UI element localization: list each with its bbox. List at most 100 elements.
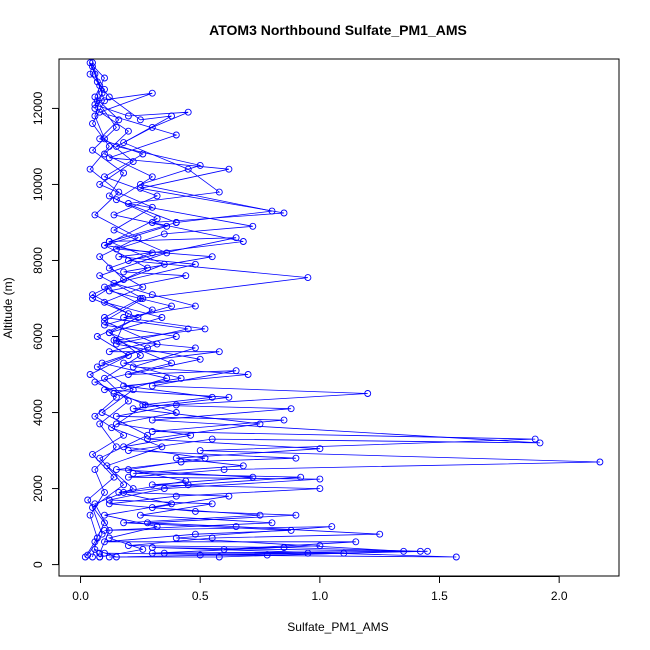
data-point xyxy=(177,374,185,382)
data-point xyxy=(148,549,156,557)
y-axis: 0 2000 4000 6000 8000 10000 12000 xyxy=(31,91,59,568)
data-point xyxy=(136,180,144,188)
data-point xyxy=(96,553,104,561)
data-point xyxy=(91,70,99,78)
data-point xyxy=(103,462,111,470)
data-point xyxy=(376,530,384,538)
data-point xyxy=(134,314,142,321)
data-point xyxy=(120,481,128,489)
data-point xyxy=(101,298,108,306)
data-point xyxy=(129,363,137,371)
data-point xyxy=(91,538,99,546)
data-point xyxy=(144,264,151,272)
data-point xyxy=(112,393,120,401)
data-point xyxy=(531,435,539,443)
data-point xyxy=(163,222,171,230)
data-point xyxy=(136,184,144,192)
data-point xyxy=(136,352,144,359)
data-point xyxy=(144,431,151,439)
data-point xyxy=(158,443,166,451)
data-point xyxy=(208,393,216,401)
data-point xyxy=(249,473,257,481)
data-point xyxy=(105,496,113,504)
data-point xyxy=(196,161,204,169)
data-point xyxy=(124,352,132,359)
data-point xyxy=(89,553,96,561)
x-axis-label: Sulfate_PM1_AMS xyxy=(287,620,388,634)
x-tick-label: 0.5 xyxy=(192,589,209,603)
data-point xyxy=(101,173,108,181)
data-point xyxy=(168,500,175,508)
data-point xyxy=(112,142,120,150)
x-tick-label: 2.0 xyxy=(551,589,568,603)
data-point xyxy=(93,333,101,340)
data-point xyxy=(115,116,123,124)
data-point xyxy=(101,314,108,321)
data-point xyxy=(86,371,94,378)
data-point xyxy=(101,374,108,382)
data-point xyxy=(163,374,171,382)
data-point xyxy=(96,253,104,261)
data-point xyxy=(120,169,128,177)
data-point xyxy=(201,325,209,333)
data-point xyxy=(120,268,128,276)
data-point xyxy=(110,226,118,234)
data-point xyxy=(89,146,96,154)
data-point xyxy=(148,123,156,131)
data-point xyxy=(98,89,106,97)
data-point xyxy=(148,203,156,211)
data-point xyxy=(139,545,147,553)
y-tick-label: 0 xyxy=(31,561,45,568)
data-point xyxy=(96,272,104,280)
data-point xyxy=(168,302,175,310)
data-point xyxy=(112,336,120,344)
data-point xyxy=(304,274,312,282)
data-point xyxy=(84,496,92,504)
data-point xyxy=(424,547,431,555)
data-point xyxy=(101,150,108,158)
data-point xyxy=(112,340,120,348)
data-point xyxy=(139,295,147,302)
data-point xyxy=(352,538,360,546)
data-point xyxy=(120,443,128,451)
data-point xyxy=(316,475,324,483)
data-point xyxy=(220,466,228,474)
data-point xyxy=(105,553,113,561)
data-point xyxy=(105,526,113,534)
data-point xyxy=(136,511,144,519)
data-point xyxy=(101,317,108,325)
y-tick-label: 12000 xyxy=(31,91,45,125)
data-point xyxy=(89,295,96,302)
data-point xyxy=(191,507,199,515)
data-point xyxy=(148,89,156,97)
data-point xyxy=(96,135,104,143)
data-point xyxy=(287,405,295,413)
data-point xyxy=(86,511,94,519)
data-point xyxy=(196,551,204,559)
y-tick-label: 10000 xyxy=(31,167,45,201)
data-point xyxy=(89,450,96,458)
data-point xyxy=(208,500,216,508)
data-point xyxy=(112,466,120,474)
data-point xyxy=(280,544,288,551)
data-point xyxy=(364,390,372,397)
data-point xyxy=(596,458,604,466)
data-point xyxy=(93,78,101,86)
data-point xyxy=(86,70,94,78)
data-point xyxy=(139,283,147,291)
data-point xyxy=(141,401,149,409)
data-point xyxy=(184,325,192,333)
data-point xyxy=(101,85,108,93)
data-point xyxy=(172,219,180,226)
data-point xyxy=(120,519,128,527)
data-point xyxy=(416,547,424,555)
data-point xyxy=(98,359,106,367)
data-point xyxy=(105,192,113,200)
x-tick-label: 1.0 xyxy=(312,589,329,603)
data-point xyxy=(101,97,108,105)
data-point xyxy=(452,553,460,561)
data-point xyxy=(191,344,199,352)
data-point xyxy=(86,165,94,173)
data-point xyxy=(101,519,108,527)
